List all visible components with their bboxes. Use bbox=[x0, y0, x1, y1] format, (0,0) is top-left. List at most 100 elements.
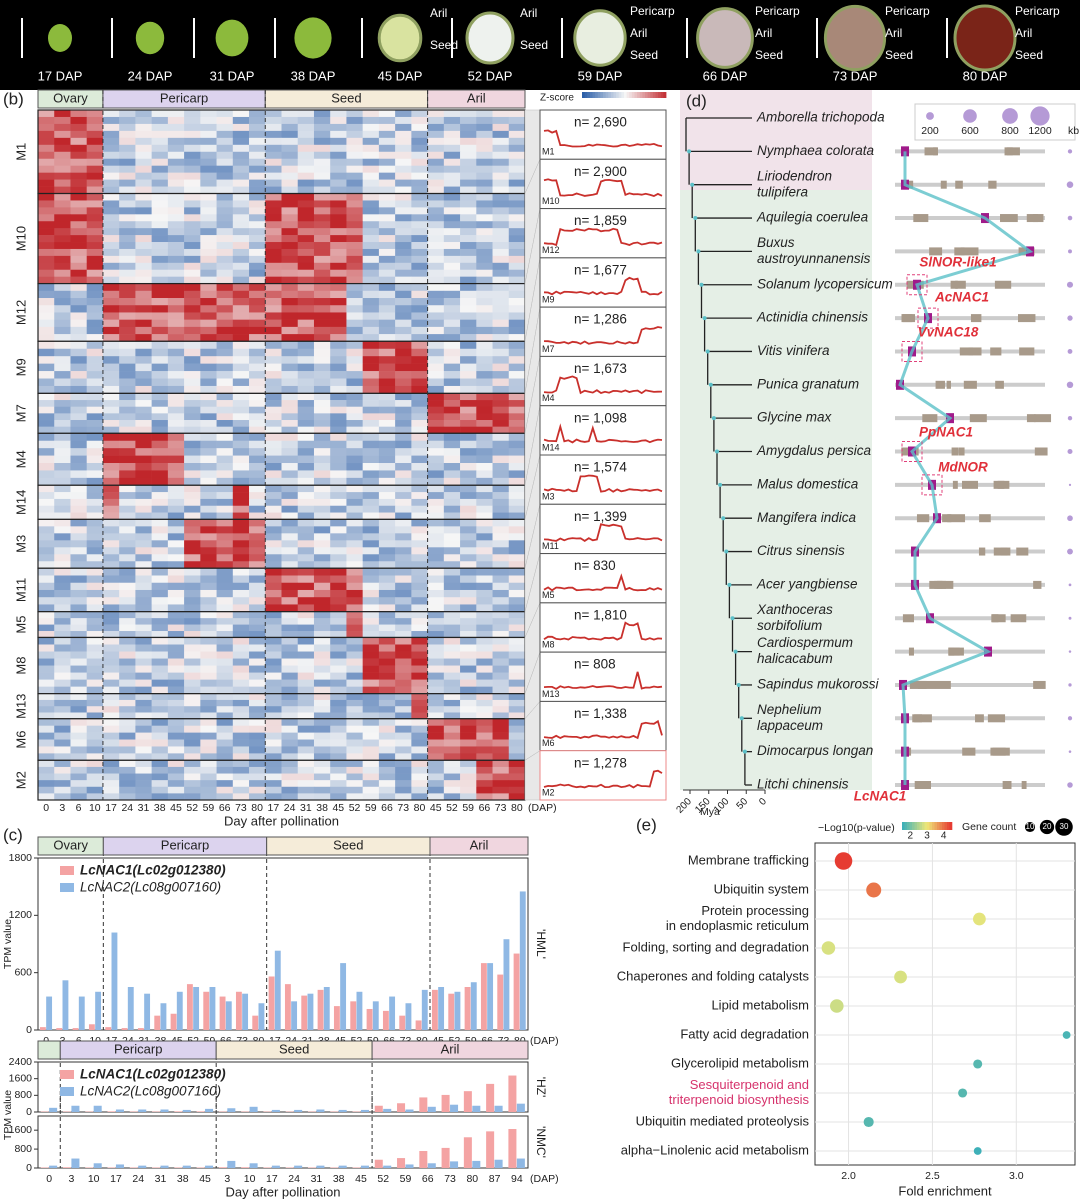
heatmap-cell bbox=[54, 276, 71, 284]
heatmap-cell bbox=[70, 319, 87, 328]
heatmap-cell bbox=[492, 356, 510, 364]
heatmap-cell bbox=[184, 780, 201, 788]
heatmap-cell bbox=[411, 512, 428, 520]
heatmap-cell bbox=[411, 221, 428, 229]
heatmap-cell bbox=[151, 448, 169, 456]
heatmap-cell bbox=[38, 554, 55, 562]
heatmap-cell bbox=[313, 706, 331, 713]
heatmap-cell bbox=[460, 766, 477, 774]
species-name: Solanum lycopersicum bbox=[757, 276, 893, 291]
heatmap-cell bbox=[427, 492, 445, 500]
bar bbox=[115, 1109, 124, 1112]
heatmap-cell bbox=[443, 298, 461, 306]
heatmap-cell bbox=[378, 334, 396, 342]
heatmap-cell bbox=[313, 679, 331, 687]
heatmap-cell bbox=[476, 269, 493, 277]
tissue-header bbox=[37, 1040, 61, 1060]
heatmap-cell bbox=[346, 686, 363, 694]
gene-block bbox=[963, 380, 977, 389]
heatmap-cell bbox=[232, 686, 250, 694]
heatmap-cell bbox=[460, 725, 477, 733]
heatmap-cell bbox=[362, 348, 380, 357]
heatmap-cell bbox=[86, 658, 104, 666]
heatmap-cell bbox=[265, 158, 282, 166]
heatmap-cell bbox=[508, 611, 526, 619]
bar bbox=[383, 1108, 392, 1112]
heatmap-cell bbox=[151, 686, 169, 694]
heatmap-cell bbox=[167, 624, 185, 632]
heatmap-cell bbox=[232, 644, 250, 652]
heatmap-cell bbox=[135, 746, 152, 754]
heatmap-cell bbox=[411, 624, 428, 632]
heatmap-cell bbox=[395, 519, 412, 527]
heatmap-cell bbox=[313, 420, 331, 427]
tissue-label: Seed bbox=[520, 38, 548, 52]
heatmap-cell bbox=[151, 341, 169, 350]
heatmap-cell bbox=[200, 470, 217, 479]
heatmap-cell bbox=[281, 780, 299, 788]
heatmap-cell bbox=[476, 780, 493, 788]
heatmap-cell bbox=[427, 186, 445, 194]
colorbar-segment bbox=[618, 92, 622, 98]
heatmap-cell bbox=[411, 604, 428, 612]
heatmap-cell bbox=[297, 505, 315, 513]
heatmap-cell bbox=[200, 248, 217, 257]
heatmap-cell bbox=[313, 554, 331, 562]
heatmap-cell bbox=[216, 611, 234, 619]
heatmap-cell bbox=[281, 519, 299, 527]
heatmap-cell bbox=[330, 485, 347, 493]
genome-size bbox=[1068, 249, 1072, 254]
heatmap-cell bbox=[330, 554, 347, 562]
heatmap-cell bbox=[476, 276, 493, 284]
heatmap-cell bbox=[427, 732, 445, 740]
heatmap-cell bbox=[102, 693, 120, 701]
heatmap-cell bbox=[102, 123, 120, 132]
heatmap-cell bbox=[330, 290, 347, 299]
heatmap-cell bbox=[119, 589, 136, 598]
heatmap-cell bbox=[86, 589, 104, 598]
heatmap-cell bbox=[330, 470, 347, 479]
heatmap-cell bbox=[378, 533, 396, 541]
heatmap-cell bbox=[297, 706, 315, 713]
heatmap-cell bbox=[313, 326, 331, 335]
heatmap-cell bbox=[151, 718, 169, 726]
heatmap-cell bbox=[216, 130, 234, 139]
heatmap-cell bbox=[378, 793, 396, 801]
heatmap-cell bbox=[70, 693, 87, 701]
colorbar-segment bbox=[589, 92, 593, 98]
heatmap-cell bbox=[200, 186, 217, 194]
heatmap-cell bbox=[297, 455, 315, 464]
heatmap-cell bbox=[216, 582, 234, 591]
heatmap-cell bbox=[330, 746, 347, 754]
heatmap-cell bbox=[265, 547, 282, 555]
heatmap-cell bbox=[54, 672, 71, 680]
heatmap-cell bbox=[443, 144, 461, 153]
heatmap-cell bbox=[38, 298, 55, 306]
tree-node bbox=[693, 216, 698, 221]
x-tick-label: 45 bbox=[355, 1173, 367, 1185]
heatmap-cell bbox=[167, 144, 185, 153]
heatmap-cell bbox=[281, 235, 299, 243]
heatmap-cell bbox=[313, 371, 331, 379]
heatmap-cell bbox=[346, 455, 363, 464]
cultivar-label: 'HML' bbox=[534, 929, 548, 959]
heatmap-cell bbox=[200, 158, 217, 166]
heatmap-cell bbox=[70, 448, 87, 456]
heatmap-cell bbox=[492, 151, 510, 160]
legend-size bbox=[926, 112, 934, 120]
heatmap-cell bbox=[200, 554, 217, 562]
heatmap-cell bbox=[232, 505, 250, 513]
heatmap-cell bbox=[249, 290, 266, 299]
heatmap-cell bbox=[460, 780, 477, 788]
heatmap-cell bbox=[313, 269, 331, 277]
heatmap-cell bbox=[411, 665, 428, 673]
heatmap-cell bbox=[184, 540, 201, 548]
heatmap-cell bbox=[492, 672, 510, 680]
heatmap-cell bbox=[232, 172, 250, 180]
x-tick-label: 10 bbox=[244, 1173, 256, 1185]
heatmap-cell bbox=[232, 312, 250, 320]
heatmap-cell bbox=[427, 144, 445, 153]
heatmap-cell bbox=[313, 248, 331, 257]
heatmap-cell bbox=[346, 498, 363, 507]
point bbox=[821, 941, 836, 955]
